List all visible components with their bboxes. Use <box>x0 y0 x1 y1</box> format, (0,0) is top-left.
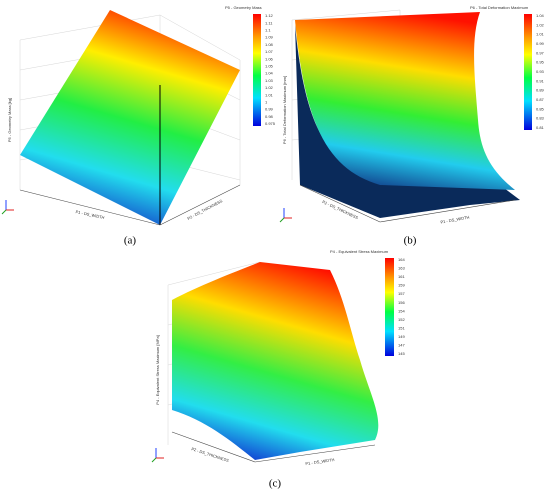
colorbar-tick-label: 0.99 <box>265 107 274 112</box>
colorbar-title: P6 - Total Deformation Maximum <box>470 5 529 10</box>
colorbar-tick-label: 0.91 <box>536 78 545 83</box>
panel-label: (b) <box>404 235 417 247</box>
colorbar-tick-label: 1.06 <box>265 56 274 61</box>
colorbar-tick-label: 0.975 <box>265 121 276 126</box>
z-label: P6 - Total Deformation Maximum [mm] <box>282 76 287 144</box>
surface-b <box>295 12 515 190</box>
colorbar-tick-label: 151 <box>398 325 405 330</box>
x-label: P1 - DS_WIDTH <box>75 209 105 220</box>
axis-b-x <box>299 184 381 223</box>
colorbar-tick-label: 0.95 <box>536 60 545 65</box>
colorbar-tick-label: 0.85 <box>536 106 545 111</box>
axis-c-x <box>254 444 376 463</box>
x-label: P1 - DS_WIDTH <box>305 457 335 466</box>
colorbar-tick-label: 161 <box>398 274 405 279</box>
panel-label: (c) <box>269 478 282 490</box>
colorbar <box>385 258 394 356</box>
x-label: P1 - DS_WIDTH <box>440 215 470 225</box>
colorbar-tick-label: 149 <box>398 334 405 339</box>
colorbar-tick-label: 1.01 <box>536 32 545 37</box>
panel-label: (a) <box>124 235 137 247</box>
colorbar-tick-label: 0.93 <box>536 69 545 74</box>
y-label: P2 - DS_THICKNESS <box>186 198 223 221</box>
colorbar-tick-label: 154 <box>398 308 405 313</box>
colorbar-tick-label: 152 <box>398 317 405 322</box>
colorbar-tick-label: 0.97 <box>536 50 545 55</box>
colorbar-tick-label: 159 <box>398 283 405 288</box>
colorbar-tick-label: 1.04 <box>265 71 274 76</box>
axis-a-y <box>159 184 241 226</box>
colorbar-tick-label: 0.89 <box>536 88 545 93</box>
colorbar-tick-label: 1.07 <box>265 49 274 54</box>
colorbar-tick-label: 0.99 <box>536 41 545 46</box>
colorbar-tick-label: 1.11 <box>265 20 273 25</box>
z-label: P4 - Equivalent Stress Maximum [MPa] <box>155 335 160 405</box>
colorbar-tick-label: 1.03 <box>265 78 274 83</box>
colorbar-tick-label: 1.04 <box>536 13 545 18</box>
colorbar-tick-label: 157 <box>398 291 405 296</box>
colorbar-tick-label: 156 <box>398 300 405 305</box>
colorbar-tick-label: 1 <box>265 99 268 104</box>
y-label: P2 - DS_THICKNESS <box>191 446 230 463</box>
z-label: P5 - Geometry Mass [kg] <box>7 98 12 142</box>
colorbar-title: P4 - Equivalent Stress Maximum <box>330 249 389 254</box>
colorbar-tick-label: 1.02 <box>536 22 545 27</box>
surface-a <box>20 10 240 225</box>
colorbar-tick-label: 1.02 <box>265 85 274 90</box>
colorbar <box>524 14 532 130</box>
colorbar-tick-label: 0.87 <box>536 97 545 102</box>
axis-c-y <box>171 431 256 463</box>
axes-icon <box>279 208 292 223</box>
axis-b-y <box>379 199 516 223</box>
colorbar-tick-label: 1.09 <box>265 35 274 40</box>
colorbar-tick-label: 0.98 <box>265 114 274 119</box>
colorbar-tick-label: 0.81 <box>536 125 545 130</box>
colorbar-tick-label: 0.83 <box>536 116 545 121</box>
colorbar <box>253 14 261 126</box>
axis-a-x <box>19 189 161 226</box>
colorbar-tick-label: 1.1 <box>265 27 271 32</box>
colorbar-tick-label: 164 <box>398 257 405 262</box>
colorbar-tick-label: 1.08 <box>265 42 274 47</box>
colorbar-tick-label: 1.01 <box>265 92 274 97</box>
colorbar-tick-label: 163 <box>398 266 405 271</box>
axes-icon <box>1 200 14 215</box>
surface-c <box>172 262 379 460</box>
colorbar-tick-label: 145 <box>398 351 405 356</box>
axes-icon <box>151 448 164 463</box>
colorbar-tick-label: 1.12 <box>265 13 274 18</box>
colorbar-title: P5 - Geometry Mass <box>225 5 262 10</box>
colorbar-tick-label: 147 <box>398 343 405 348</box>
colorbar-tick-label: 1.05 <box>265 63 274 68</box>
